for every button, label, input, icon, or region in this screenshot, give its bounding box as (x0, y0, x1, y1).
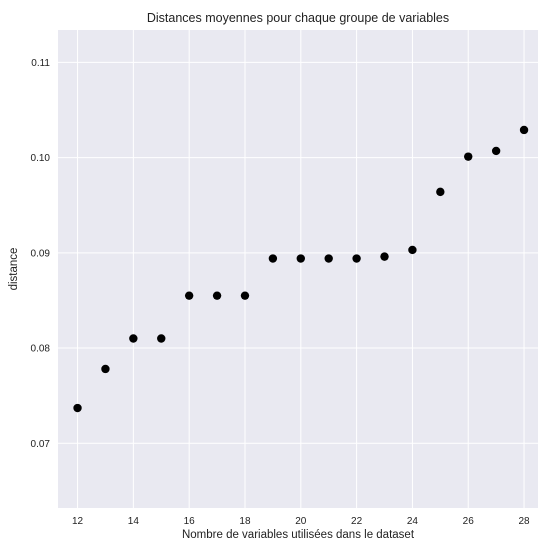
x-tick-label: 24 (407, 516, 419, 527)
x-tick-label: 12 (72, 516, 84, 527)
y-tick-label: 0.10 (31, 153, 51, 164)
y-tick-label: 0.09 (31, 248, 51, 259)
data-point (73, 403, 82, 413)
x-tick-label: 14 (128, 516, 140, 527)
data-point (296, 254, 305, 263)
x-tick-label: 20 (295, 516, 307, 527)
x-tick-label: 18 (239, 516, 251, 527)
data-point (212, 291, 222, 300)
grid-lines (58, 30, 538, 508)
chart-title: Distances moyennes pour chaque groupe de… (147, 11, 449, 25)
data-point (519, 125, 529, 135)
data-point (352, 254, 361, 263)
x-axis-label: Nombre de variables utilisées dans le da… (182, 529, 415, 541)
data-point (240, 291, 250, 300)
data-point (408, 245, 417, 255)
data-point (491, 146, 501, 156)
data-point (101, 364, 110, 374)
data-point (184, 291, 194, 300)
data-point (157, 334, 166, 343)
x-tick-label: 16 (184, 516, 196, 527)
x-tick-label: 28 (518, 516, 530, 527)
data-point (129, 334, 138, 343)
plot-area (58, 30, 538, 508)
x-tick-label: 26 (463, 516, 475, 527)
data-points (73, 125, 529, 413)
x-tick-label: 22 (351, 516, 363, 527)
data-point (380, 252, 389, 261)
data-point (324, 254, 333, 263)
y-tick-label: 0.08 (31, 344, 51, 355)
y-axis-label: distance (8, 248, 20, 291)
x-axis-ticks: 12 14 16 18 20 22 24 26 28 (72, 516, 530, 527)
y-axis-ticks: 0.07 0.08 0.09 0.10 0.11 (31, 58, 51, 450)
data-point (436, 187, 445, 197)
y-tick-label: 0.11 (31, 58, 50, 69)
data-point (464, 152, 473, 161)
y-tick-label: 0.07 (31, 439, 51, 450)
data-point (268, 254, 278, 263)
